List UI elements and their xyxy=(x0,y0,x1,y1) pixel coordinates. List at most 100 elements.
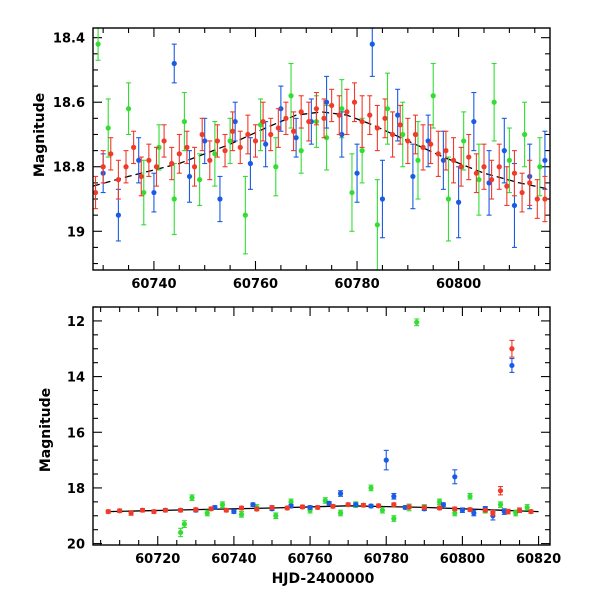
red-data-point xyxy=(254,506,260,512)
red-data-point xyxy=(315,504,321,511)
green-data-point xyxy=(95,41,101,47)
red-data-point xyxy=(359,118,365,125)
y-tick-label: 19 xyxy=(67,225,85,240)
blue-data-point xyxy=(440,157,446,163)
y-tick-label: 20 xyxy=(67,538,85,553)
red-data-point xyxy=(184,144,190,150)
green-data-point xyxy=(436,499,443,505)
green-data-point xyxy=(522,131,528,138)
green-data-point xyxy=(156,144,162,150)
red-data-point xyxy=(496,164,502,170)
red-data-point xyxy=(222,148,228,154)
red-data-point xyxy=(260,118,266,125)
red-data-point xyxy=(504,183,510,189)
red-data-point xyxy=(321,115,327,121)
bottom-plot-frame xyxy=(92,306,551,546)
bottom-x-ticks: 60720 60740 60760 60780 60800 60820 xyxy=(100,307,561,567)
blue-data-point xyxy=(383,457,389,463)
red-data-point xyxy=(360,502,366,508)
green-data-point xyxy=(219,502,226,508)
red-data-point xyxy=(169,160,175,167)
blue-data-point xyxy=(247,160,254,167)
blue-data-point xyxy=(232,118,238,125)
green-data-point xyxy=(105,125,111,131)
red-data-point xyxy=(397,122,403,128)
red-data-point xyxy=(374,125,380,131)
green-data-point xyxy=(506,157,512,163)
green-data-point xyxy=(288,499,294,505)
blue-data-point xyxy=(202,138,208,144)
blue-data-point xyxy=(369,41,375,47)
red-data-point xyxy=(519,189,525,196)
red-data-point xyxy=(428,141,434,147)
green-data-point xyxy=(298,148,304,154)
red-data-point xyxy=(146,157,152,163)
red-data-point xyxy=(351,99,358,105)
red-data-point xyxy=(344,109,350,115)
blue-data-point xyxy=(307,504,313,511)
x-tick-label: 60740 xyxy=(211,552,256,567)
red-data-point xyxy=(382,115,388,121)
blue-data-point xyxy=(186,173,193,180)
green-data-point xyxy=(273,513,279,519)
green-data-point xyxy=(415,157,421,163)
red-data-point xyxy=(162,507,168,513)
top-y-axis-label: Magnitude xyxy=(32,93,48,177)
green-data-point xyxy=(368,485,374,491)
red-data-point xyxy=(443,148,449,154)
blue-data-point xyxy=(353,502,359,508)
red-data-point xyxy=(452,506,458,512)
red-data-point xyxy=(298,109,304,115)
green-data-point xyxy=(461,138,467,144)
red-data-point xyxy=(412,131,419,138)
x-tick-label: 60800 xyxy=(440,552,485,567)
y-tick-label: 16 xyxy=(67,426,85,441)
green-data-point xyxy=(359,148,365,154)
red-data-point xyxy=(191,164,198,170)
green-data-point xyxy=(125,106,132,112)
red-data-point xyxy=(466,154,472,160)
green-data-point xyxy=(497,502,504,508)
green-data-point xyxy=(524,504,530,511)
red-data-point xyxy=(283,115,289,121)
green-data-point xyxy=(197,177,203,183)
top-x-ticks: 60740 60760 60780 60800 xyxy=(102,28,536,292)
red-data-point xyxy=(490,510,496,516)
green-data-point xyxy=(141,189,147,196)
green-data-point xyxy=(189,495,195,501)
green-data-point xyxy=(242,212,248,218)
blue-data-point xyxy=(278,106,284,112)
bottom-panel: Magnitude HJD-2400000 60720 60740 60760 607… xyxy=(38,306,561,587)
bottom-y-ticks: 12 14 16 18 20 xyxy=(67,306,550,553)
green-data-point xyxy=(452,510,458,516)
red-data-point xyxy=(299,504,306,510)
green-data-point xyxy=(288,93,294,99)
blue-data-point xyxy=(151,189,157,196)
blue-data-point xyxy=(326,500,332,506)
blue-data-point xyxy=(459,507,466,513)
red-data-point xyxy=(238,505,245,511)
red-data-point xyxy=(214,138,221,144)
green-data-point xyxy=(430,93,436,99)
red-data-point xyxy=(473,170,479,176)
red-data-point xyxy=(153,164,160,170)
red-data-point xyxy=(252,138,259,144)
green-data-point xyxy=(323,135,330,141)
red-data-point xyxy=(208,506,214,512)
red-data-point xyxy=(131,144,137,150)
red-data-point xyxy=(505,508,511,515)
green-data-point xyxy=(177,529,184,536)
blue-data-point xyxy=(452,474,458,480)
blue-data-point xyxy=(511,202,518,209)
red-data-point xyxy=(199,131,205,138)
blue-data-point xyxy=(323,99,330,105)
blue-data-point xyxy=(395,112,401,118)
green-data-point xyxy=(212,151,218,157)
red-data-point xyxy=(482,507,488,513)
green-data-point xyxy=(339,106,345,112)
red-data-point xyxy=(458,164,464,170)
red-data-point xyxy=(420,144,426,150)
y-tick-label: 18.8 xyxy=(53,161,85,176)
y-tick-label: 18 xyxy=(67,482,85,497)
red-data-point xyxy=(139,507,146,513)
